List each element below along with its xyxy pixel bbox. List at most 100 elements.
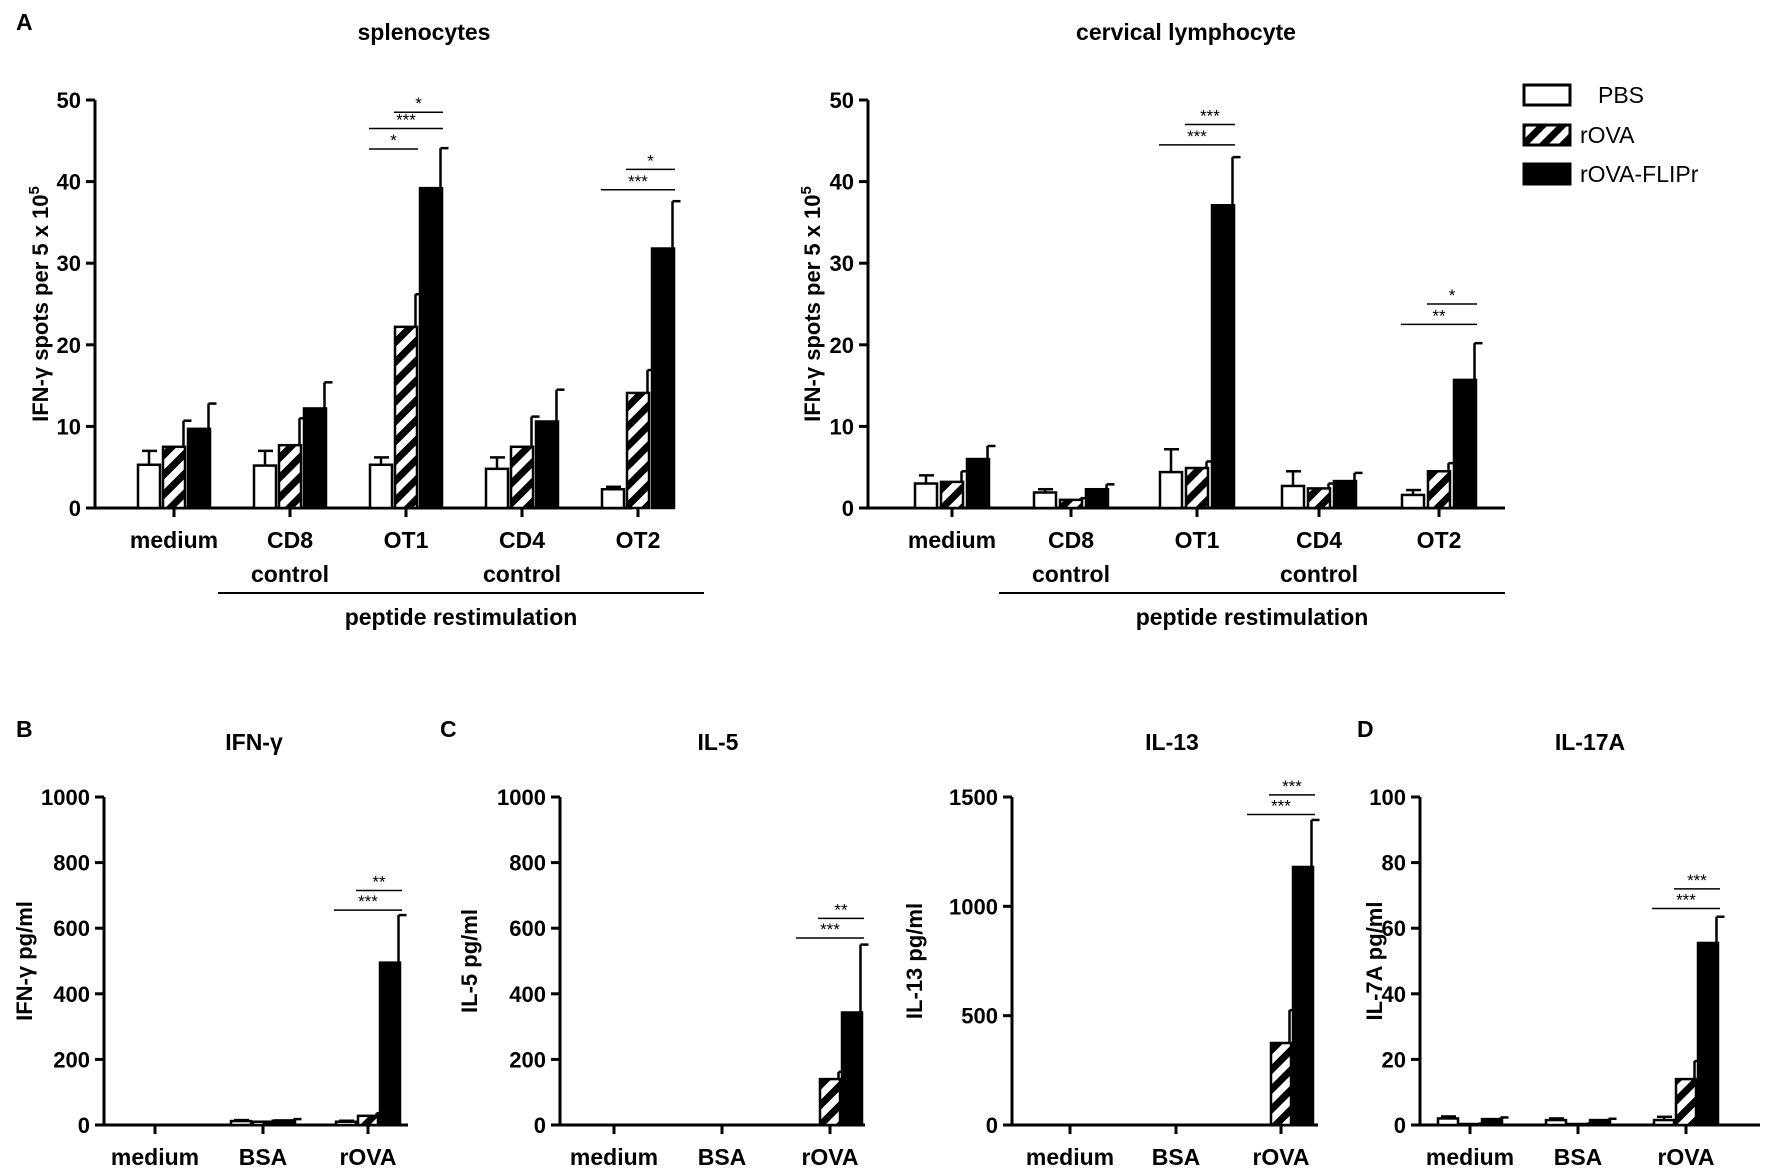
- legend-label-rova-flipr: rOVA-FLIPr: [1580, 161, 1699, 187]
- x-tick-label: OT1: [1175, 527, 1220, 553]
- y-axis-label: IL-13 pg/ml: [902, 903, 927, 1019]
- x-tick-label: BSA: [1152, 1144, 1201, 1170]
- y-tick-label: 200: [53, 1047, 90, 1072]
- x-tick-label: rOVA: [1657, 1144, 1714, 1170]
- y-tick-label: 0: [78, 1113, 90, 1138]
- x-tick-label: CD4: [1296, 527, 1342, 553]
- bar-pbs: [1280, 484, 1306, 510]
- bar-rova-flipr: [418, 186, 444, 510]
- panel-letter: A: [16, 9, 33, 35]
- bar-pbs: [1400, 493, 1426, 510]
- bar-rova: [625, 391, 651, 510]
- bar-pbs: [913, 482, 939, 510]
- chart-title: IL-5: [698, 729, 739, 755]
- chart-title: IL-17A: [1555, 729, 1625, 755]
- y-tick-label: 0: [986, 1113, 998, 1138]
- legend-label-rova: rOVA: [1580, 122, 1635, 148]
- y-tick-label: 0: [842, 496, 854, 521]
- significance-label: ***: [1282, 777, 1302, 796]
- x-tick-label: medium: [130, 527, 218, 553]
- bar-rova-flipr: [273, 1119, 297, 1127]
- bar-pbs: [368, 463, 394, 510]
- y-axis-label: IFN-γ spots per 5 x 105: [798, 186, 825, 422]
- y-tick-label: 10: [57, 414, 81, 439]
- significance-label: *: [390, 131, 397, 150]
- y-tick-label: 40: [830, 170, 854, 195]
- x-tick-label: rOVA: [339, 1144, 396, 1170]
- y-axis-label: IL-5 pg/ml: [457, 909, 482, 1013]
- y-tick-label: 0: [1394, 1113, 1406, 1138]
- chart-a2: cervical lymphocyte IFN-γ spots per 5 x 1…: [798, 19, 1505, 630]
- bar-pbs: [1032, 491, 1058, 510]
- significance-label: **: [372, 872, 386, 891]
- y-axis-label: IFN-γ pg/ml: [12, 901, 37, 1021]
- chart-title: IL-13: [1145, 729, 1199, 755]
- significance-label: *: [415, 94, 422, 113]
- bar-rova: [393, 325, 419, 510]
- significance-label: ***: [1271, 796, 1291, 815]
- bar-pbs: [1436, 1117, 1460, 1127]
- x-tick-label: CD8: [267, 527, 313, 553]
- y-axis-label-text: IFN-γ spots per 5 x 10: [28, 194, 53, 421]
- significance-label: ***: [396, 111, 416, 130]
- significance-label: ***: [1200, 106, 1220, 125]
- x-tick-label-line2: control: [483, 561, 561, 587]
- x-tick-label: CD8: [1048, 527, 1094, 553]
- bar-rova: [1058, 498, 1084, 510]
- y-tick-label: 1000: [949, 894, 998, 919]
- bar-pbs: [229, 1119, 253, 1127]
- group-label: peptide restimulation: [345, 604, 578, 630]
- y-tick-label: 30: [830, 251, 854, 276]
- bar-rova-flipr: [186, 427, 212, 510]
- bar-rova-flipr: [302, 407, 328, 510]
- x-tick-label-line2: control: [1032, 561, 1110, 587]
- legend: PBS rOVA rOVA-FLIPr: [1522, 82, 1699, 187]
- x-tick-label: medium: [908, 527, 996, 553]
- y-tick-label: 400: [509, 982, 546, 1007]
- significance-label: *: [647, 151, 654, 170]
- bar-rova-flipr: [1084, 487, 1110, 510]
- panel-letter: D: [1357, 716, 1374, 742]
- y-tick-label: 0: [69, 496, 81, 521]
- legend-swatch-pbs: [1522, 83, 1572, 107]
- y-tick-label: 50: [830, 88, 854, 113]
- y-tick-label: 10: [830, 414, 854, 439]
- bar-rova: [277, 443, 303, 510]
- group-label: peptide restimulation: [1136, 604, 1369, 630]
- x-tick-label: OT1: [384, 527, 429, 553]
- bar-rova-flipr: [1291, 865, 1315, 1127]
- legend-label-pbs: PBS: [1598, 82, 1644, 108]
- y-tick-label: 800: [509, 851, 546, 876]
- x-tick-label: OT2: [616, 527, 661, 553]
- bar-pbs: [136, 463, 162, 510]
- chart-title: cervical lymphocyte: [1076, 19, 1296, 45]
- y-tick-label: 40: [1382, 982, 1406, 1007]
- bar-pbs: [1544, 1118, 1568, 1127]
- significance-label: ***: [1187, 127, 1207, 146]
- bar-rova-flipr: [1210, 204, 1236, 510]
- bar-rova: [356, 1114, 380, 1127]
- x-tick-label-line2: control: [251, 561, 329, 587]
- significance-label: ***: [358, 892, 378, 911]
- x-tick-label: medium: [1426, 1144, 1514, 1170]
- y-tick-label: 20: [830, 333, 854, 358]
- bar-rova: [1674, 1077, 1698, 1127]
- x-tick-label: medium: [1026, 1144, 1114, 1170]
- y-axis-label-text: IL-13 pg/ml: [902, 903, 927, 1019]
- y-tick-label: 1000: [41, 785, 90, 810]
- significance-label: ***: [628, 172, 648, 191]
- significance-label: *: [1449, 286, 1456, 305]
- y-axis-label-text: IL-7A pg/ml: [1362, 902, 1387, 1021]
- bar-rova: [939, 480, 965, 510]
- bar-rova-flipr: [1480, 1117, 1504, 1127]
- y-tick-label: 40: [57, 170, 81, 195]
- x-tick-label: BSA: [698, 1144, 747, 1170]
- bar-rova-flipr: [534, 420, 560, 510]
- chart-title: IFN-γ: [225, 729, 283, 755]
- chart-c1: C IL-5 IL-5 pg/ml 0 200 400 600 800 1000 medium BS…: [440, 716, 869, 1170]
- bar-rova-flipr: [378, 961, 402, 1127]
- panel-letter: B: [16, 716, 33, 742]
- bar-rova-flipr: [1332, 479, 1358, 510]
